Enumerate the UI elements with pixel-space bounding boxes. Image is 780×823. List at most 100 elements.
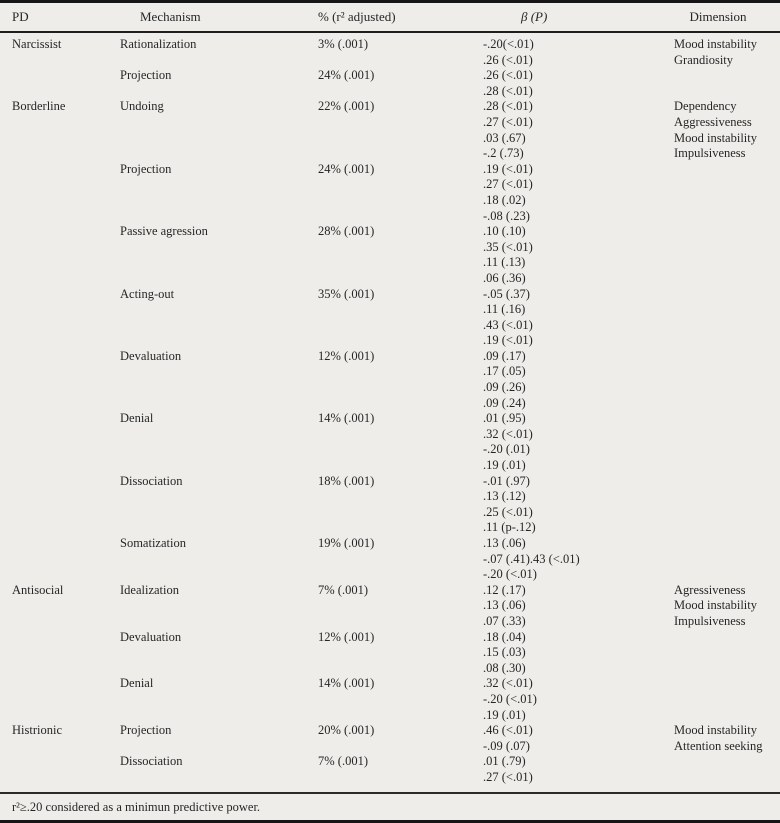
pct-cell (306, 131, 471, 147)
table-row: -.20 (.01) (0, 442, 780, 458)
mechanism-cell: Projection (120, 68, 172, 83)
pct-cell (306, 271, 471, 287)
dimension-cell (661, 162, 780, 178)
beta-cell: -.20 (.01) (483, 442, 530, 457)
pct-cell (306, 380, 471, 396)
beta-cell: -.07 (.41).43 (<.01) (483, 551, 580, 566)
beta-cell: .01 (.79) (483, 754, 526, 769)
mechanism-cell (108, 661, 306, 677)
dimension-cell: Grandiosity (674, 52, 734, 67)
dimension-cell: Mood instability (674, 130, 757, 145)
dimension-cell (661, 489, 780, 505)
pd-cell (0, 645, 108, 661)
pd-cell (0, 146, 108, 162)
header-mechanism: Mechanism (108, 1, 306, 33)
pct-cell: 22% (.001) (318, 99, 375, 114)
pct-cell (306, 53, 471, 69)
beta-cell: -.05 (.37) (483, 286, 530, 301)
pd-cell (0, 474, 108, 490)
dimension-cell (661, 333, 780, 349)
beta-cell: .11 (.13) (483, 255, 526, 270)
beta-cell: -.20(<.01) (483, 37, 534, 51)
mechanism-cell (108, 489, 306, 505)
dimension-cell (661, 411, 780, 427)
beta-cell: .08 (.30) (483, 660, 526, 675)
mechanism-cell (108, 552, 306, 568)
beta-cell: .25 (<.01) (483, 504, 533, 519)
mechanism-cell (108, 84, 306, 100)
table-row: Projection 24% (.001) .19 (<.01) (0, 162, 780, 178)
beta-cell: .09 (.26) (483, 380, 526, 395)
mechanism-cell (108, 53, 306, 69)
mechanism-cell (108, 505, 306, 521)
table-row: Passive agression 28% (.001) .10 (.10) (0, 224, 780, 240)
pd-cell (0, 598, 108, 614)
pd-cell: Narcissist (12, 37, 62, 51)
dimension-cell: Agressiveness (674, 582, 746, 597)
pd-cell (0, 115, 108, 131)
dimension-cell (661, 770, 780, 792)
dimension-cell (661, 754, 780, 770)
table-row: .06 (.36) (0, 271, 780, 287)
table-row: .13 (.06) Mood instability (0, 598, 780, 614)
pct-cell (306, 739, 471, 755)
pd-cell (0, 411, 108, 427)
table-row: .09 (.24) (0, 396, 780, 412)
table-row: Acting-out 35% (.001) -.05 (.37) (0, 287, 780, 303)
dimension-cell (661, 645, 780, 661)
mechanism-cell (108, 739, 306, 755)
table-row: .28 (<.01) (0, 84, 780, 100)
pct-cell (306, 115, 471, 131)
dimension-cell: Impulsiveness (674, 613, 746, 628)
mechanism-cell (108, 333, 306, 349)
pct-cell: 7% (.001) (318, 754, 368, 769)
pd-cell: Histrionic (12, 723, 62, 738)
mechanism-cell (108, 380, 306, 396)
mechanism-cell: Projection (120, 161, 172, 176)
pct-cell (306, 645, 471, 661)
table-row: Antisocial Idealization 7% (.001) .12 (.17)… (0, 583, 780, 599)
mechanism-cell (108, 645, 306, 661)
table-row: .17 (.05) (0, 364, 780, 380)
pd-cell (0, 427, 108, 443)
table-row: Borderline Undoing 22% (.001) .28 (<.01) Dep… (0, 99, 780, 115)
table-row: Devaluation 12% (.001) .09 (.17) (0, 349, 780, 365)
dimension-cell (661, 287, 780, 303)
pd-cell (0, 193, 108, 209)
header-beta: β (P) (471, 1, 661, 33)
pd-cell (0, 552, 108, 568)
dimension-cell (661, 661, 780, 677)
dimension-cell (661, 240, 780, 256)
pd-cell (0, 302, 108, 318)
mechanism-cell (108, 614, 306, 630)
beta-cell: .12 (.17) (483, 582, 526, 597)
beta-cell: .28 (<.01) (483, 99, 533, 114)
mechanism-cell: Dissociation (120, 754, 183, 769)
beta-cell: .28 (<.01) (483, 83, 533, 98)
dimension-cell (661, 177, 780, 193)
pd-cell (0, 68, 108, 84)
mechanism-cell (108, 692, 306, 708)
pd-cell (0, 349, 108, 365)
table-row: -.08 (.23) (0, 209, 780, 225)
beta-cell: -.2 (.73) (483, 146, 524, 161)
mechanism-cell: Devaluation (120, 629, 182, 644)
mechanism-cell (108, 209, 306, 225)
pct-cell (306, 255, 471, 271)
table-row: -.2 (.73) Impulsiveness (0, 146, 780, 162)
pd-cell (0, 224, 108, 240)
beta-cell: .13 (.12) (483, 489, 526, 504)
pct-cell (306, 598, 471, 614)
dimension-cell (661, 224, 780, 240)
beta-cell: .26 (<.01) (483, 52, 533, 67)
beta-cell: -.08 (.23) (483, 208, 530, 223)
mechanism-cell: Rationalization (120, 37, 197, 51)
dimension-cell: Mood instability (674, 37, 757, 51)
pd-cell (0, 536, 108, 552)
dimension-cell (661, 396, 780, 412)
pct-cell: 35% (.001) (318, 286, 375, 301)
table-row: .25 (<.01) (0, 505, 780, 521)
dimension-cell (661, 427, 780, 443)
pct-cell: 18% (.001) (318, 473, 375, 488)
dimension-cell (661, 271, 780, 287)
